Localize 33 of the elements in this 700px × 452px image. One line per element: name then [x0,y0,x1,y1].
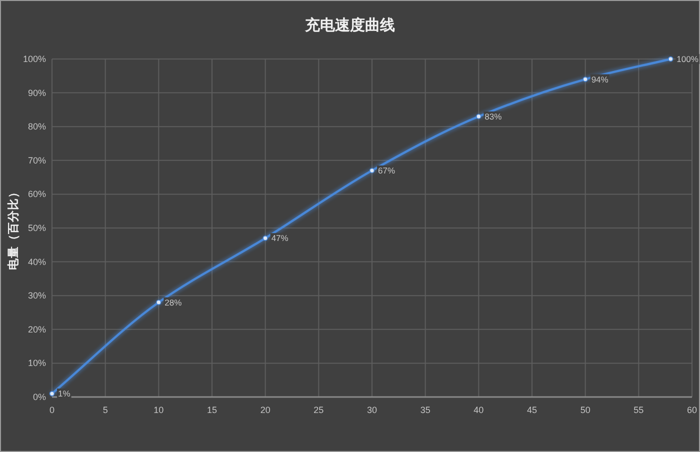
x-tick: 15 [207,405,217,415]
y-tick: 50% [28,223,46,233]
x-tick: 35 [420,405,430,415]
data-label: 67% [378,166,396,176]
x-tick: 10 [154,405,164,415]
y-tick: 40% [28,256,46,267]
x-tick: 25 [314,405,324,415]
y-tick: 20% [28,324,46,334]
y-label: 电量（百分比） [8,186,20,270]
x-tick: 50 [580,405,590,415]
data-label: 28% [164,297,182,308]
data-label: 94% [591,74,608,84]
x-tick: 5 [102,405,108,415]
y-tick: 30% [28,290,46,301]
x-tick: 55 [634,405,644,415]
y-tick: 10% [28,358,46,368]
y-tick: 90% [28,88,46,98]
y-tick: 100% [22,54,46,64]
y-tick: 70% [28,155,46,166]
data-label: 47% [271,233,288,244]
title: 充电速度曲线 [305,17,395,34]
x-tick: 20 [260,405,270,415]
x-tick: 40 [474,405,484,415]
x-tick: 60 [687,405,697,415]
x-tick: 30 [367,405,377,415]
y-tick: 0% [32,392,46,402]
data-label: 1% [58,388,70,399]
y-tick: 80% [28,122,46,132]
data-label: 83% [484,111,502,122]
y-tick: 60% [28,189,46,200]
data-label: 100% [676,54,698,64]
x-tick: 0 [50,405,54,415]
x-tick: 45 [527,405,537,415]
